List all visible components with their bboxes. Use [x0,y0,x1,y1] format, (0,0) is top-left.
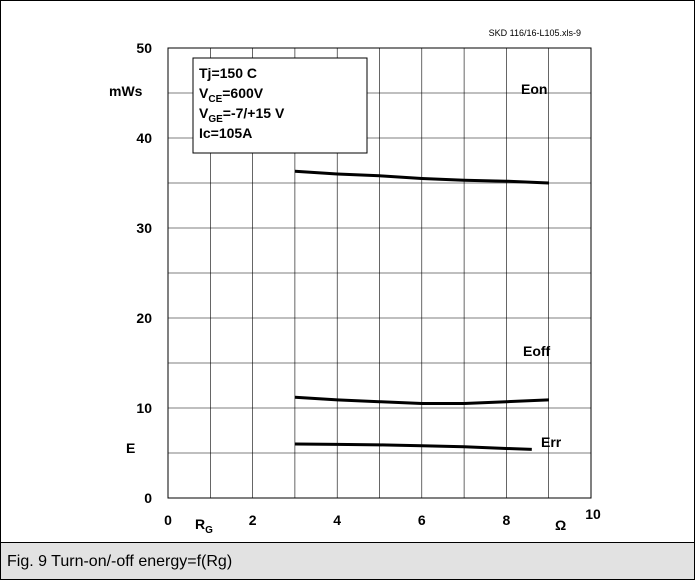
y-tick-labels: 0 10 20 30 40 50 [136,40,152,506]
reference-label: SKD 116/16-L105.xls-9 [489,28,581,38]
series-line-eon [294,169,549,185]
x-axis-label: RG [195,516,213,536]
series-labels: Eon Eoff Err [521,81,562,450]
condition-line: Ic=105A [199,125,252,141]
series-lines [294,169,549,451]
x-tick-label: 0 [164,512,172,528]
y-tick-label: 40 [136,130,152,146]
series-line-err [294,442,532,451]
y-tick-label: 0 [144,490,152,506]
x-tick-label: 2 [249,512,257,528]
x-axis-unit: Ω [555,517,566,533]
grid [168,48,591,498]
plot-border [167,47,592,499]
y-tick-label: 50 [136,40,152,56]
conditions-box [192,57,368,154]
y-axis-label: E [126,440,135,456]
series-line-eoff [294,395,549,405]
x-tick-label: 6 [418,512,426,528]
x-tick-label: 10 [585,506,601,522]
condition-line: Tj=150 C [199,65,257,81]
x-axis-label-sub: G [205,525,213,536]
figure-caption: Fig. 9 Turn-on/-off energy=f(Rg) [1,542,694,579]
y-tick-label: 10 [136,400,152,416]
chart: 0 10 20 30 40 50 0 2 4 6 8 10 SKD 116/16-L105.xls-… [109,28,601,536]
series-label-err: Err [541,434,562,450]
series-label-eon: Eon [521,81,547,97]
x-axis-label-main: R [195,516,205,532]
x-tick-label: 8 [503,512,511,528]
x-tick-labels: 0 2 4 6 8 10 [164,506,601,528]
x-tick-label: 4 [333,512,341,528]
condition-line: VCE=600V [199,85,264,105]
y-axis-unit: mWs [109,83,143,99]
y-tick-label: 30 [136,220,152,236]
series-label-eoff: Eoff [523,343,551,359]
condition-line: VGE=-7/+15 V [199,105,285,125]
y-tick-label: 20 [136,310,152,326]
